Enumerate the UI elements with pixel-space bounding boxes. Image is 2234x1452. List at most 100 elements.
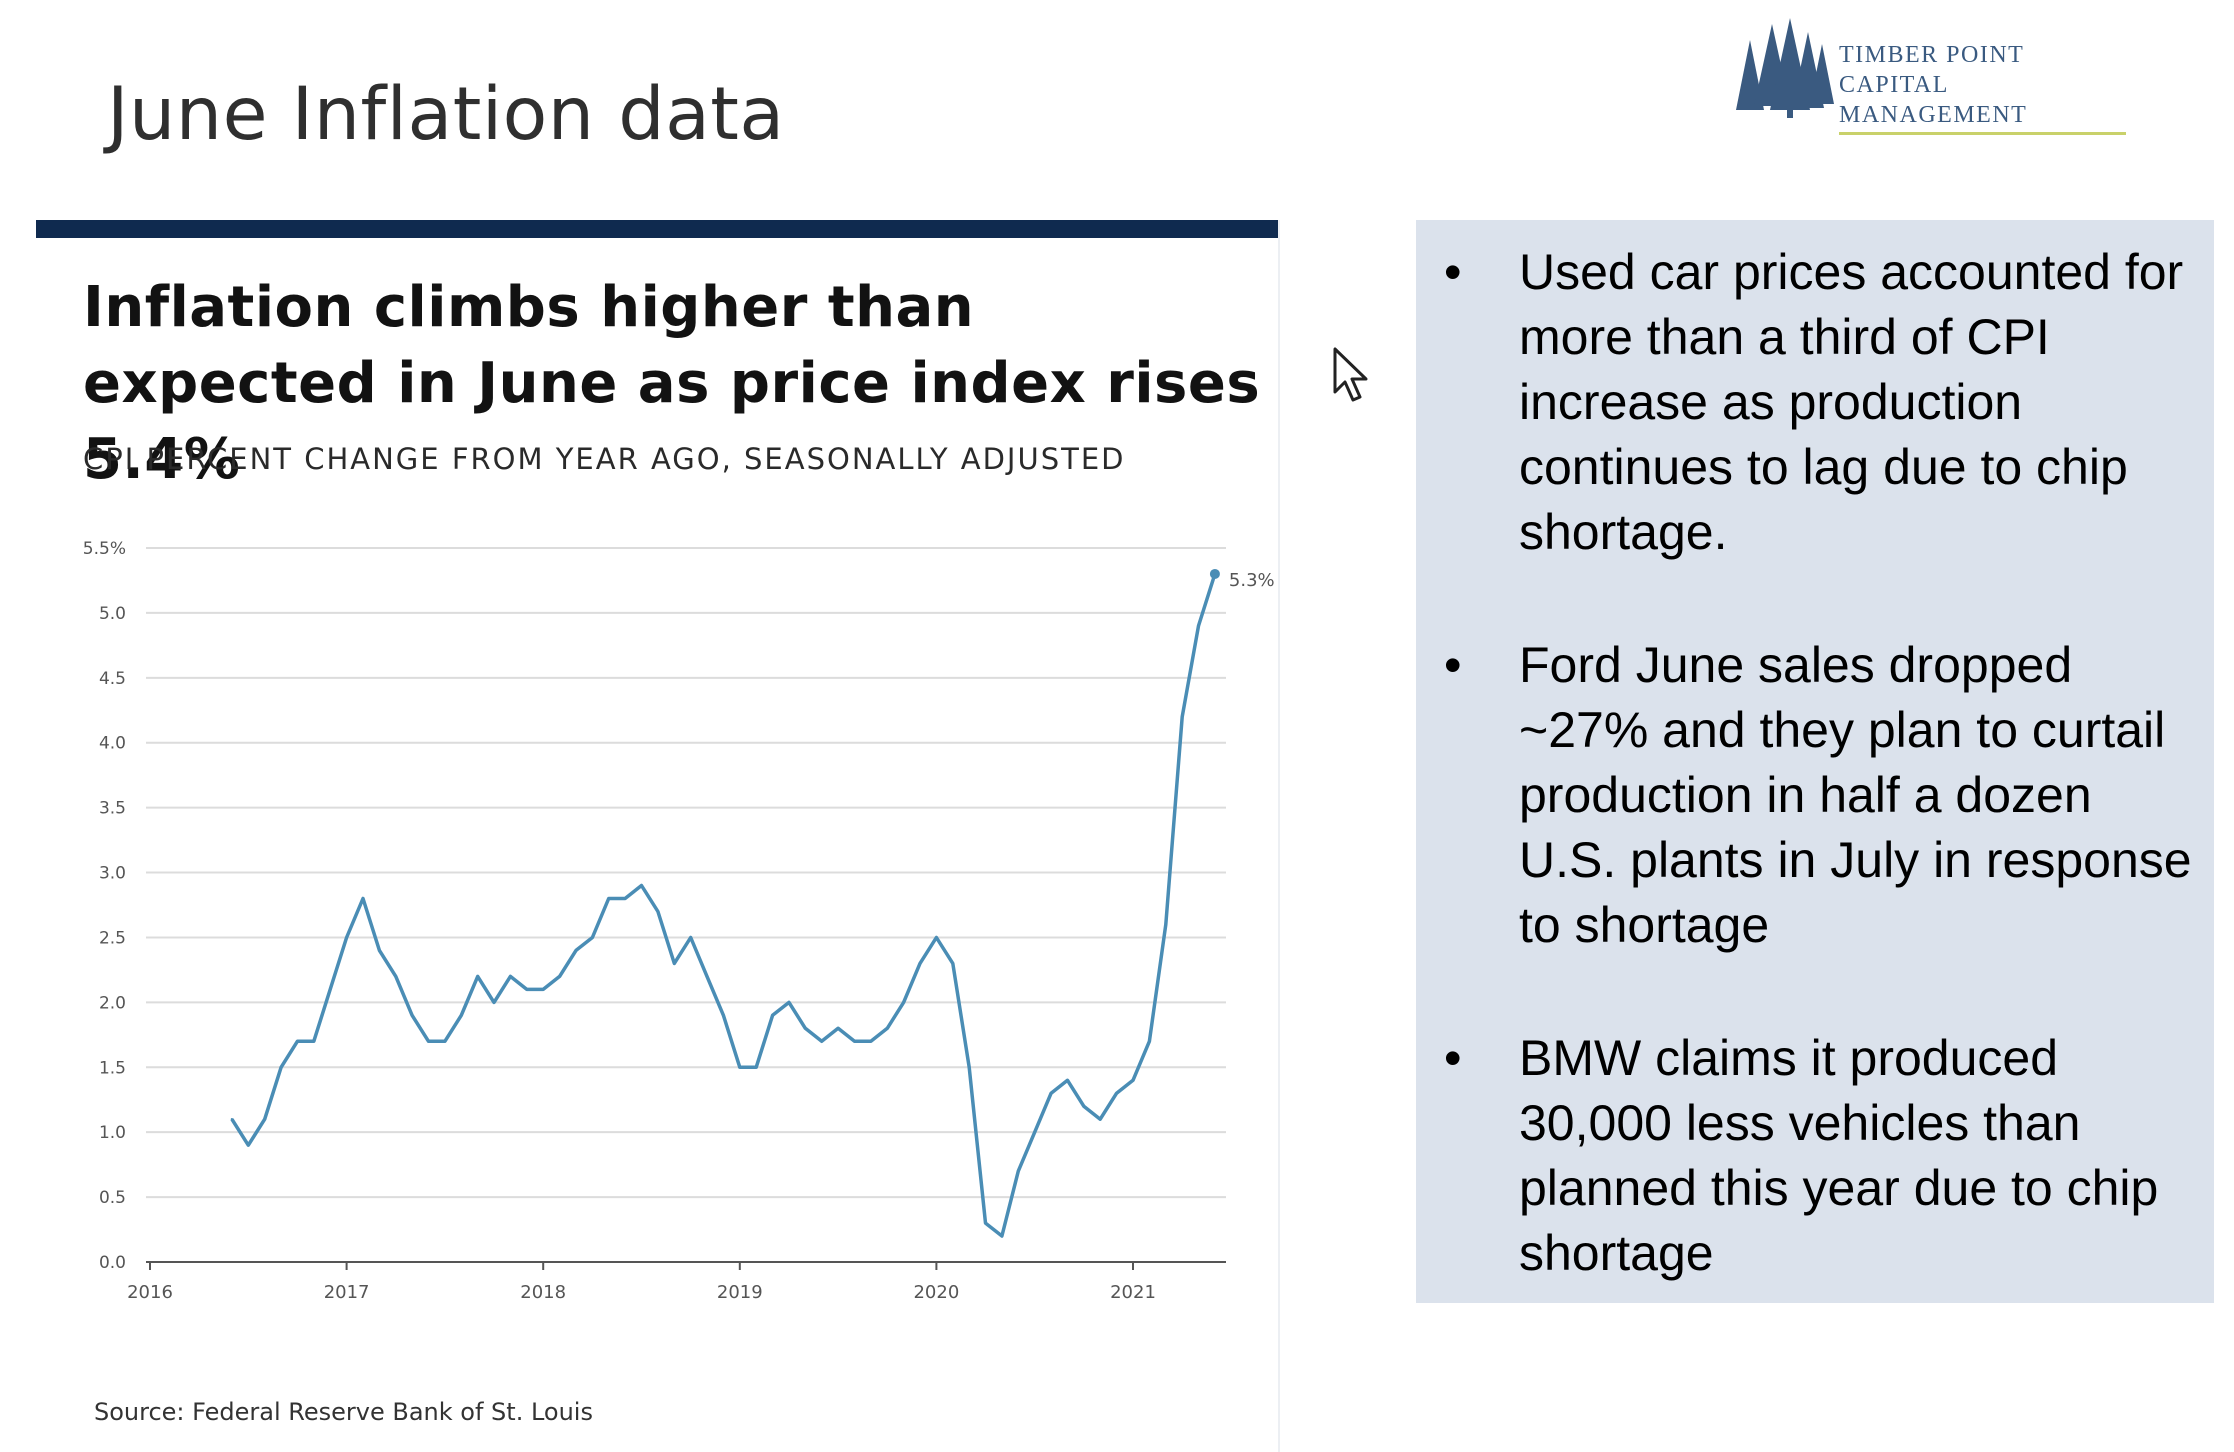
data-point [361,897,365,900]
data-point [312,1040,316,1043]
data-point [1066,1079,1069,1082]
data-point [820,1040,823,1043]
data-point [558,975,561,978]
bullet-icon: • [1444,637,1462,693]
data-point [1017,1169,1020,1173]
x-tick-label: 2020 [913,1282,959,1303]
y-tick-label: 1.5 [99,1058,126,1078]
y-tick-label: 5.5% [83,539,126,559]
logo-line-1: TIMBER POINT [1839,42,2025,68]
y-tick-label: 5.0 [99,604,126,624]
bullet-icon: • [1444,1030,1462,1086]
data-point [1049,1092,1053,1095]
data-point [427,1040,430,1043]
note-text: BMW claims it produced 30,000 less vehic… [1519,1030,2159,1281]
data-point [476,975,479,978]
data-point [754,1066,758,1069]
data-point [804,1027,807,1030]
data-point [935,936,938,939]
data-point [1099,1118,1102,1121]
slide-title: June Inflation data [107,72,785,157]
y-tick-label: 1.0 [99,1123,126,1143]
end-value-label: 5.3% [1229,570,1275,591]
y-tick-label: 0.5 [99,1188,126,1208]
x-tick-label: 2018 [520,1282,566,1303]
data-point [640,884,643,887]
logo-line-2: CAPITAL MANAGEMENT [1839,70,2126,135]
data-point [705,975,709,978]
end-point-marker [1209,568,1220,579]
data-point [656,910,660,913]
x-tick-label: 2019 [717,1282,763,1303]
data-point [574,949,578,952]
data-point [1115,1092,1118,1095]
data-point [967,1066,971,1069]
data-point [1082,1105,1086,1108]
data-point [1033,1130,1036,1134]
data-point [509,975,512,978]
card-top-bar [36,220,1278,238]
data-point [689,936,692,939]
x-tick-label: 2021 [1110,1282,1156,1303]
data-point [443,1040,447,1043]
data-point [607,897,610,900]
data-point [1180,715,1184,718]
data-point [296,1040,299,1043]
data-point [771,1014,774,1017]
article-card: Inflation climbs higher than expected in… [36,220,1280,1452]
data-point [230,1118,234,1121]
cpi-line-chart: 0.0 0.5 1.0 1.5 2.0 2.5 3.0 3.5 4.0 4.5 5.0 5.5% 201… [83,539,1275,1303]
y-tick-label: 4.0 [99,734,126,754]
y-tick-label: 0.0 [99,1253,126,1273]
data-point [738,1066,741,1069]
data-point [869,1040,873,1043]
data-point [787,1001,791,1004]
data-point [247,1143,250,1147]
article-source: Source: Federal Reserve Bank of St. Loui… [94,1398,593,1426]
data-point [1197,624,1200,628]
data-point [836,1027,840,1030]
data-point [1000,1234,1004,1238]
data-point [410,1014,414,1017]
x-tick-label: 2016 [127,1282,173,1303]
note-text: Ford June sales dropped ~27% and they pl… [1519,637,2192,953]
data-point [279,1066,283,1069]
bullet-icon: • [1444,244,1462,300]
data-point [673,962,676,965]
data-point [853,1040,856,1043]
data-point [722,1014,725,1017]
y-tick-label: 2.5 [99,928,126,948]
data-point [492,1001,496,1004]
x-tick-label: 2017 [324,1282,370,1303]
data-point [329,988,332,991]
note-text: Used car prices accounted for more than … [1519,244,2184,560]
tree-logo-icon [1736,18,1834,118]
mouse-pointer-icon [1333,347,1368,402]
data-point [951,962,954,965]
data-point [525,988,529,991]
chart-subtitle: CPI PERCENT CHANGE FROM YEAR AGO, SEASON… [83,442,1126,476]
article-headline: Inflation climbs higher than expected in… [83,275,1261,492]
data-point [623,897,627,900]
company-logo: TIMBER POINT CAPITAL MANAGEMENT [1726,10,2126,135]
data-point [886,1027,889,1030]
data-point [263,1118,266,1121]
data-point [1148,1040,1151,1043]
y-tick-label: 4.5 [99,669,126,689]
data-point [918,962,922,965]
y-tick-label: 3.0 [99,864,126,884]
data-point [591,936,594,939]
notes-panel: • Used car prices accounted for more than… [1416,220,2214,1303]
y-tick-label: 2.0 [99,993,126,1013]
data-point [378,949,381,952]
data-point [984,1221,987,1225]
data-point [542,988,545,991]
data-point [345,936,348,939]
data-point [460,1014,463,1017]
y-tick-label: 3.5 [99,799,126,819]
logo-text: TIMBER POINT CAPITAL MANAGEMENT [1839,40,2126,135]
data-point [1164,923,1167,926]
data-point [1131,1079,1135,1082]
cpi-series-line [230,573,1217,1238]
data-point [902,1001,905,1004]
